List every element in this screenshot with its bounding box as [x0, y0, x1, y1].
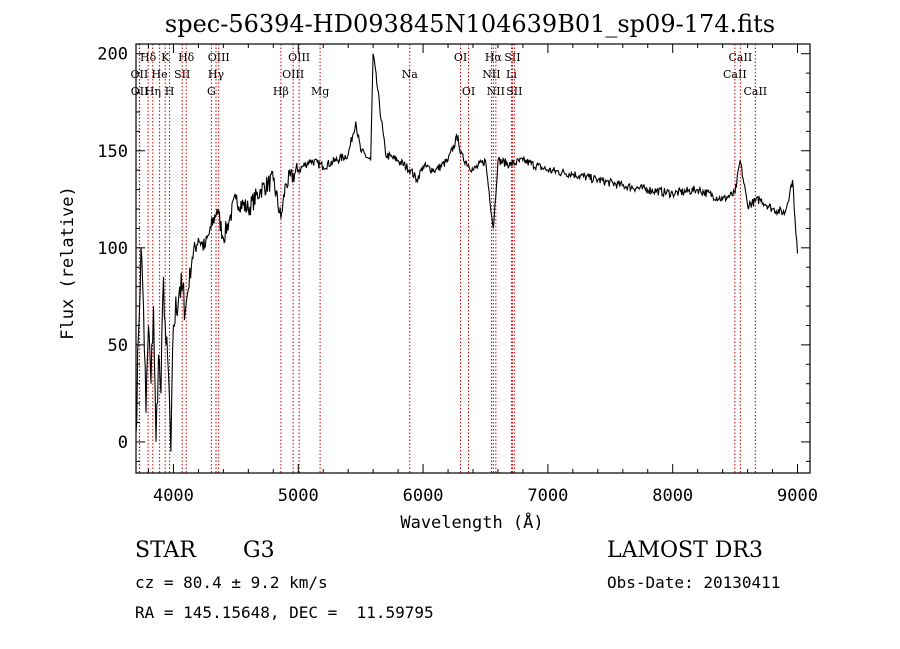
object-class: STAR — [135, 538, 196, 563]
line-marker-label: OII — [131, 68, 149, 81]
line-marker-label: Mg — [311, 85, 329, 98]
object-subclass: G3 — [243, 538, 275, 563]
line-marker-label: OIII — [288, 51, 310, 64]
line-marker-label: G — [207, 85, 216, 98]
x-tick-label: 9000 — [777, 486, 818, 506]
y-tick-label: 200 — [97, 45, 128, 65]
x-axis-label: Wavelength (Å) — [400, 511, 543, 533]
line-marker-label: SII — [174, 68, 190, 81]
plot-frame — [135, 43, 811, 474]
line-marker-label: Hδ — [178, 51, 195, 64]
x-tick-label: 5000 — [278, 486, 319, 506]
line-marker-label: Hδ — [140, 51, 157, 64]
y-tick-label: 0 — [118, 433, 128, 453]
line-marker-label: OI — [462, 85, 475, 98]
chart-title: spec-56394-HD093845N104639B01_sp09-174.f… — [165, 10, 775, 38]
y-axis-label: Flux (relative) — [58, 186, 78, 340]
redshift-readout: cz = 80.4 ± 9.2 km/s — [135, 573, 328, 592]
line-marker-label: Hη — [145, 85, 161, 98]
line-markers: Hδ OII OII K He Hη Hδ SII H OIII Hγ G OIII OIII Hβ Mg Na… — [131, 44, 767, 473]
line-marker-label: SII — [504, 51, 520, 64]
line-marker-label: Hα — [485, 51, 503, 64]
line-marker-label: Na — [402, 68, 419, 81]
line-marker-label: OIII — [208, 51, 230, 64]
line-marker-label: NII — [482, 68, 500, 81]
line-marker-label: SII — [506, 85, 522, 98]
x-tick-label: 6000 — [403, 486, 444, 506]
line-marker-label: Li — [506, 68, 517, 81]
line-marker-label: Hγ — [208, 68, 225, 81]
line-marker-label: CaII — [723, 68, 747, 81]
line-marker-label: K — [161, 51, 170, 64]
y-tick-label: 100 — [97, 239, 128, 259]
axis-ticks: 4000 5000 6000 7000 8000 9000 0 50 100 150 200 — [97, 44, 818, 506]
line-marker-label: Hβ — [273, 85, 289, 98]
line-marker-label: OIII — [282, 68, 304, 81]
line-marker-label: CaII — [729, 51, 753, 64]
obs-date: Obs-Date: 20130411 — [607, 573, 781, 592]
line-marker-label: OI — [454, 51, 467, 64]
y-tick-label: 50 — [108, 336, 128, 356]
x-tick-label: 8000 — [652, 486, 693, 506]
y-tick-label: 150 — [97, 142, 128, 162]
line-marker-label: H — [165, 85, 175, 98]
line-marker-label: He — [152, 68, 168, 81]
coordinates: RA = 145.15648, DEC = 11.59795 — [135, 603, 434, 622]
x-tick-label: 7000 — [527, 486, 568, 506]
x-tick-label: 4000 — [153, 486, 194, 506]
spectrum-series-line — [135, 53, 799, 452]
line-marker-label: NII — [487, 85, 505, 98]
line-marker-label: CaII — [743, 85, 767, 98]
line-marker-label: OII — [131, 85, 149, 98]
survey-name: LAMOST DR3 — [607, 538, 763, 563]
